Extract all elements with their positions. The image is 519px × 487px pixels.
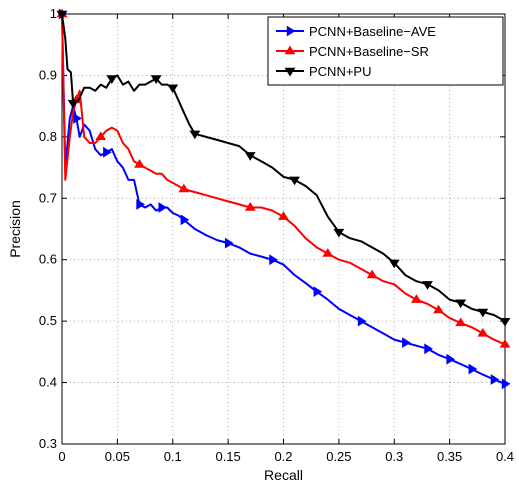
x-tick-label: 0.25 (326, 449, 351, 464)
series-marker-pcnn-baseline-ave (269, 254, 278, 266)
series-marker-pcnn-baseline-ave (501, 378, 511, 390)
series-marker-pcnn-baseline-sr (477, 327, 489, 337)
series-marker-pcnn-pu (106, 75, 118, 84)
legend-marker-pcnn-pu (284, 67, 296, 77)
x-tick-label: 0.3 (385, 449, 403, 464)
y-tick-label: 0.9 (39, 67, 57, 82)
series-marker-pcnn-pu (67, 99, 79, 109)
series-marker-pcnn-pu (244, 152, 256, 161)
series-marker-pcnn-baseline-sr (499, 339, 511, 348)
x-tick-label: 0.4 (496, 449, 514, 464)
x-tick-label: 0.1 (164, 449, 182, 464)
x-tick-label: 0 (58, 449, 65, 464)
legend-marker-pcnn-baseline-sr (284, 45, 296, 55)
series-marker-pcnn-pu (189, 130, 201, 140)
series-marker-pcnn-baseline-ave (424, 343, 433, 355)
series-marker-pcnn-baseline-ave (402, 337, 411, 349)
y-tick-label: 0.3 (39, 436, 57, 451)
legend: PCNN+Baseline−AVE PCNN+Baseline−SR PCNN+PU (267, 16, 504, 86)
y-tick-label: 0.4 (39, 375, 57, 390)
series-marker-pcnn-pu (422, 281, 433, 290)
y-axis-label: Precision (7, 200, 23, 258)
series-marker-pcnn-pu (56, 10, 68, 20)
series-marker-pcnn-baseline-sr (366, 269, 378, 279)
series-marker-pcnn-pu (150, 75, 162, 84)
series-marker-pcnn-baseline-ave (136, 199, 145, 210)
series-pcnn-baseline-ave (58, 8, 511, 390)
series-marker-pcnn-pu (167, 84, 179, 94)
series-marker-pcnn-baseline-sr (322, 248, 334, 257)
series-marker-pcnn-baseline-ave (158, 202, 168, 213)
series-marker-pcnn-pu (388, 259, 400, 269)
series-marker-pcnn-pu (289, 176, 300, 186)
series-marker-pcnn-baseline-ave (224, 237, 234, 249)
x-tick-label: 0.05 (105, 449, 130, 464)
series-marker-pcnn-baseline-ave (490, 374, 500, 385)
legend-label-pcnn-pu: PCNN+PU (309, 64, 372, 79)
series-marker-pcnn-baseline-sr (134, 159, 145, 168)
series-pcnn-pu (56, 10, 511, 327)
series-marker-pcnn-baseline-sr (178, 183, 190, 193)
legend-box (267, 16, 504, 86)
series-marker-pcnn-baseline-ave (468, 363, 478, 375)
legend-label-pcnn-baseline-sr: PCNN+Baseline−SR (309, 44, 429, 59)
y-tick-label: 1 (50, 6, 57, 21)
y-tick-label: 0.8 (39, 129, 57, 144)
x-tick-label: 0.35 (437, 449, 462, 464)
series-marker-pcnn-baseline-ave (313, 286, 323, 298)
series-marker-pcnn-baseline-sr (433, 304, 444, 314)
x-axis-label: Recall (264, 467, 303, 483)
legend-marker-pcnn-baseline-ave (286, 25, 296, 37)
axis-ticks: 0 0.05 0.1 0.15 0.2 0.25 0.3 0.35 0.4 0.3 0.4 0.5 0.… (39, 6, 514, 464)
series-marker-pcnn-pu (499, 317, 511, 327)
series-marker-pcnn-baseline-sr (95, 131, 107, 141)
series-marker-pcnn-baseline-ave (446, 353, 456, 365)
x-tick-label: 0.15 (215, 449, 240, 464)
series-marker-pcnn-baseline-ave (180, 214, 190, 226)
series-marker-pcnn-baseline-sr (244, 202, 256, 211)
x-tick-label: 0.2 (274, 449, 292, 464)
y-tick-label: 0.7 (39, 190, 57, 205)
series-marker-pcnn-baseline-ave (73, 113, 82, 124)
series-pcnn-baseline-sr (56, 8, 511, 348)
series-marker-pcnn-baseline-ave (357, 315, 367, 327)
series-marker-pcnn-baseline-sr (278, 211, 289, 220)
y-tick-label: 0.6 (39, 252, 57, 267)
series-marker-pcnn-pu (333, 228, 345, 238)
series-marker-pcnn-baseline-ave (103, 146, 112, 158)
series-marker-pcnn-baseline-sr (455, 317, 467, 327)
series-line-pcnn-pu (61, 13, 506, 322)
series-marker-pcnn-pu (455, 299, 467, 309)
series-layer (56, 8, 511, 390)
y-tick-label: 0.5 (39, 313, 57, 328)
series-marker-pcnn-baseline-sr (410, 294, 422, 303)
legend-label-pcnn-baseline-ave: PCNN+Baseline−AVE (309, 24, 436, 39)
series-marker-pcnn-pu (477, 308, 489, 318)
